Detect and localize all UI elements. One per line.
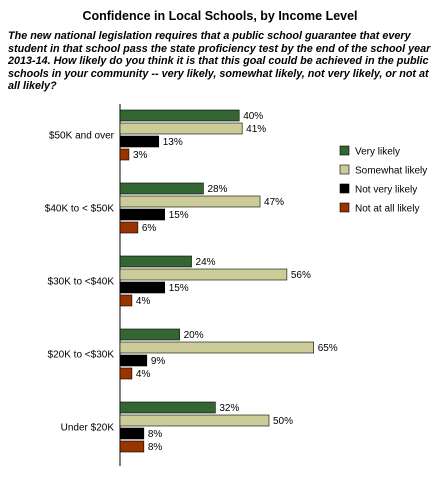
data-label: 3% [133, 150, 148, 161]
bar [119, 281, 166, 294]
data-label: 32% [219, 403, 239, 414]
bar [119, 427, 145, 440]
legend-swatch [339, 202, 350, 213]
chart-marks: $50K and over 40% 41% 13% 3% $40K to < $50K 28… [45, 104, 338, 466]
bar [119, 440, 145, 453]
bar [119, 109, 240, 122]
data-label: 13% [163, 137, 183, 148]
data-label: 24% [196, 257, 216, 268]
bar [119, 367, 133, 380]
bar [119, 195, 261, 208]
data-label: 15% [169, 283, 189, 294]
chart-title: Confidence in Local Schools, by Income L… [82, 9, 358, 23]
data-label: 50% [273, 416, 293, 427]
chart-legend: Very likely Somewhat likely Not very likel… [339, 145, 427, 215]
category-label: $30K to <$40K [48, 277, 115, 288]
category-label: $50K and over [49, 131, 115, 142]
category-label: Under $20K [61, 423, 115, 434]
category-label: $40K to < $50K [45, 204, 115, 215]
bar [119, 221, 139, 234]
bar [119, 182, 204, 195]
bar [119, 135, 160, 148]
legend-label: Very likely [355, 147, 400, 158]
bar [119, 328, 180, 341]
data-label: 4% [136, 296, 151, 307]
data-label: 4% [136, 369, 151, 380]
bar [119, 354, 148, 367]
data-label: 28% [207, 184, 227, 195]
data-label: 56% [291, 270, 311, 281]
data-label: 15% [169, 210, 189, 221]
data-label: 65% [318, 343, 338, 354]
data-label: 6% [142, 223, 157, 234]
data-label: 20% [184, 330, 204, 341]
legend-swatch [339, 164, 350, 175]
bar [119, 255, 192, 268]
legend-label: Somewhat likely [355, 166, 427, 177]
data-label: 40% [243, 111, 263, 122]
legend-label: Not at all likely [355, 204, 419, 215]
legend-swatch [339, 183, 350, 194]
data-label: 47% [264, 197, 284, 208]
legend-swatch [339, 145, 350, 156]
bar [119, 122, 243, 135]
bar [119, 401, 216, 414]
data-label: 41% [246, 124, 266, 135]
bar [119, 414, 270, 427]
data-label: 8% [148, 429, 163, 440]
category-label: $20K to <$30K [48, 350, 115, 361]
bar [119, 341, 314, 354]
bar [119, 268, 288, 281]
bar [119, 208, 166, 221]
data-label: 9% [151, 356, 166, 367]
survey-question: The new national legislation requires th… [8, 30, 431, 93]
data-label: 8% [148, 442, 163, 453]
bar [119, 294, 133, 307]
legend-label: Not very likely [355, 185, 417, 196]
bar [119, 148, 130, 161]
